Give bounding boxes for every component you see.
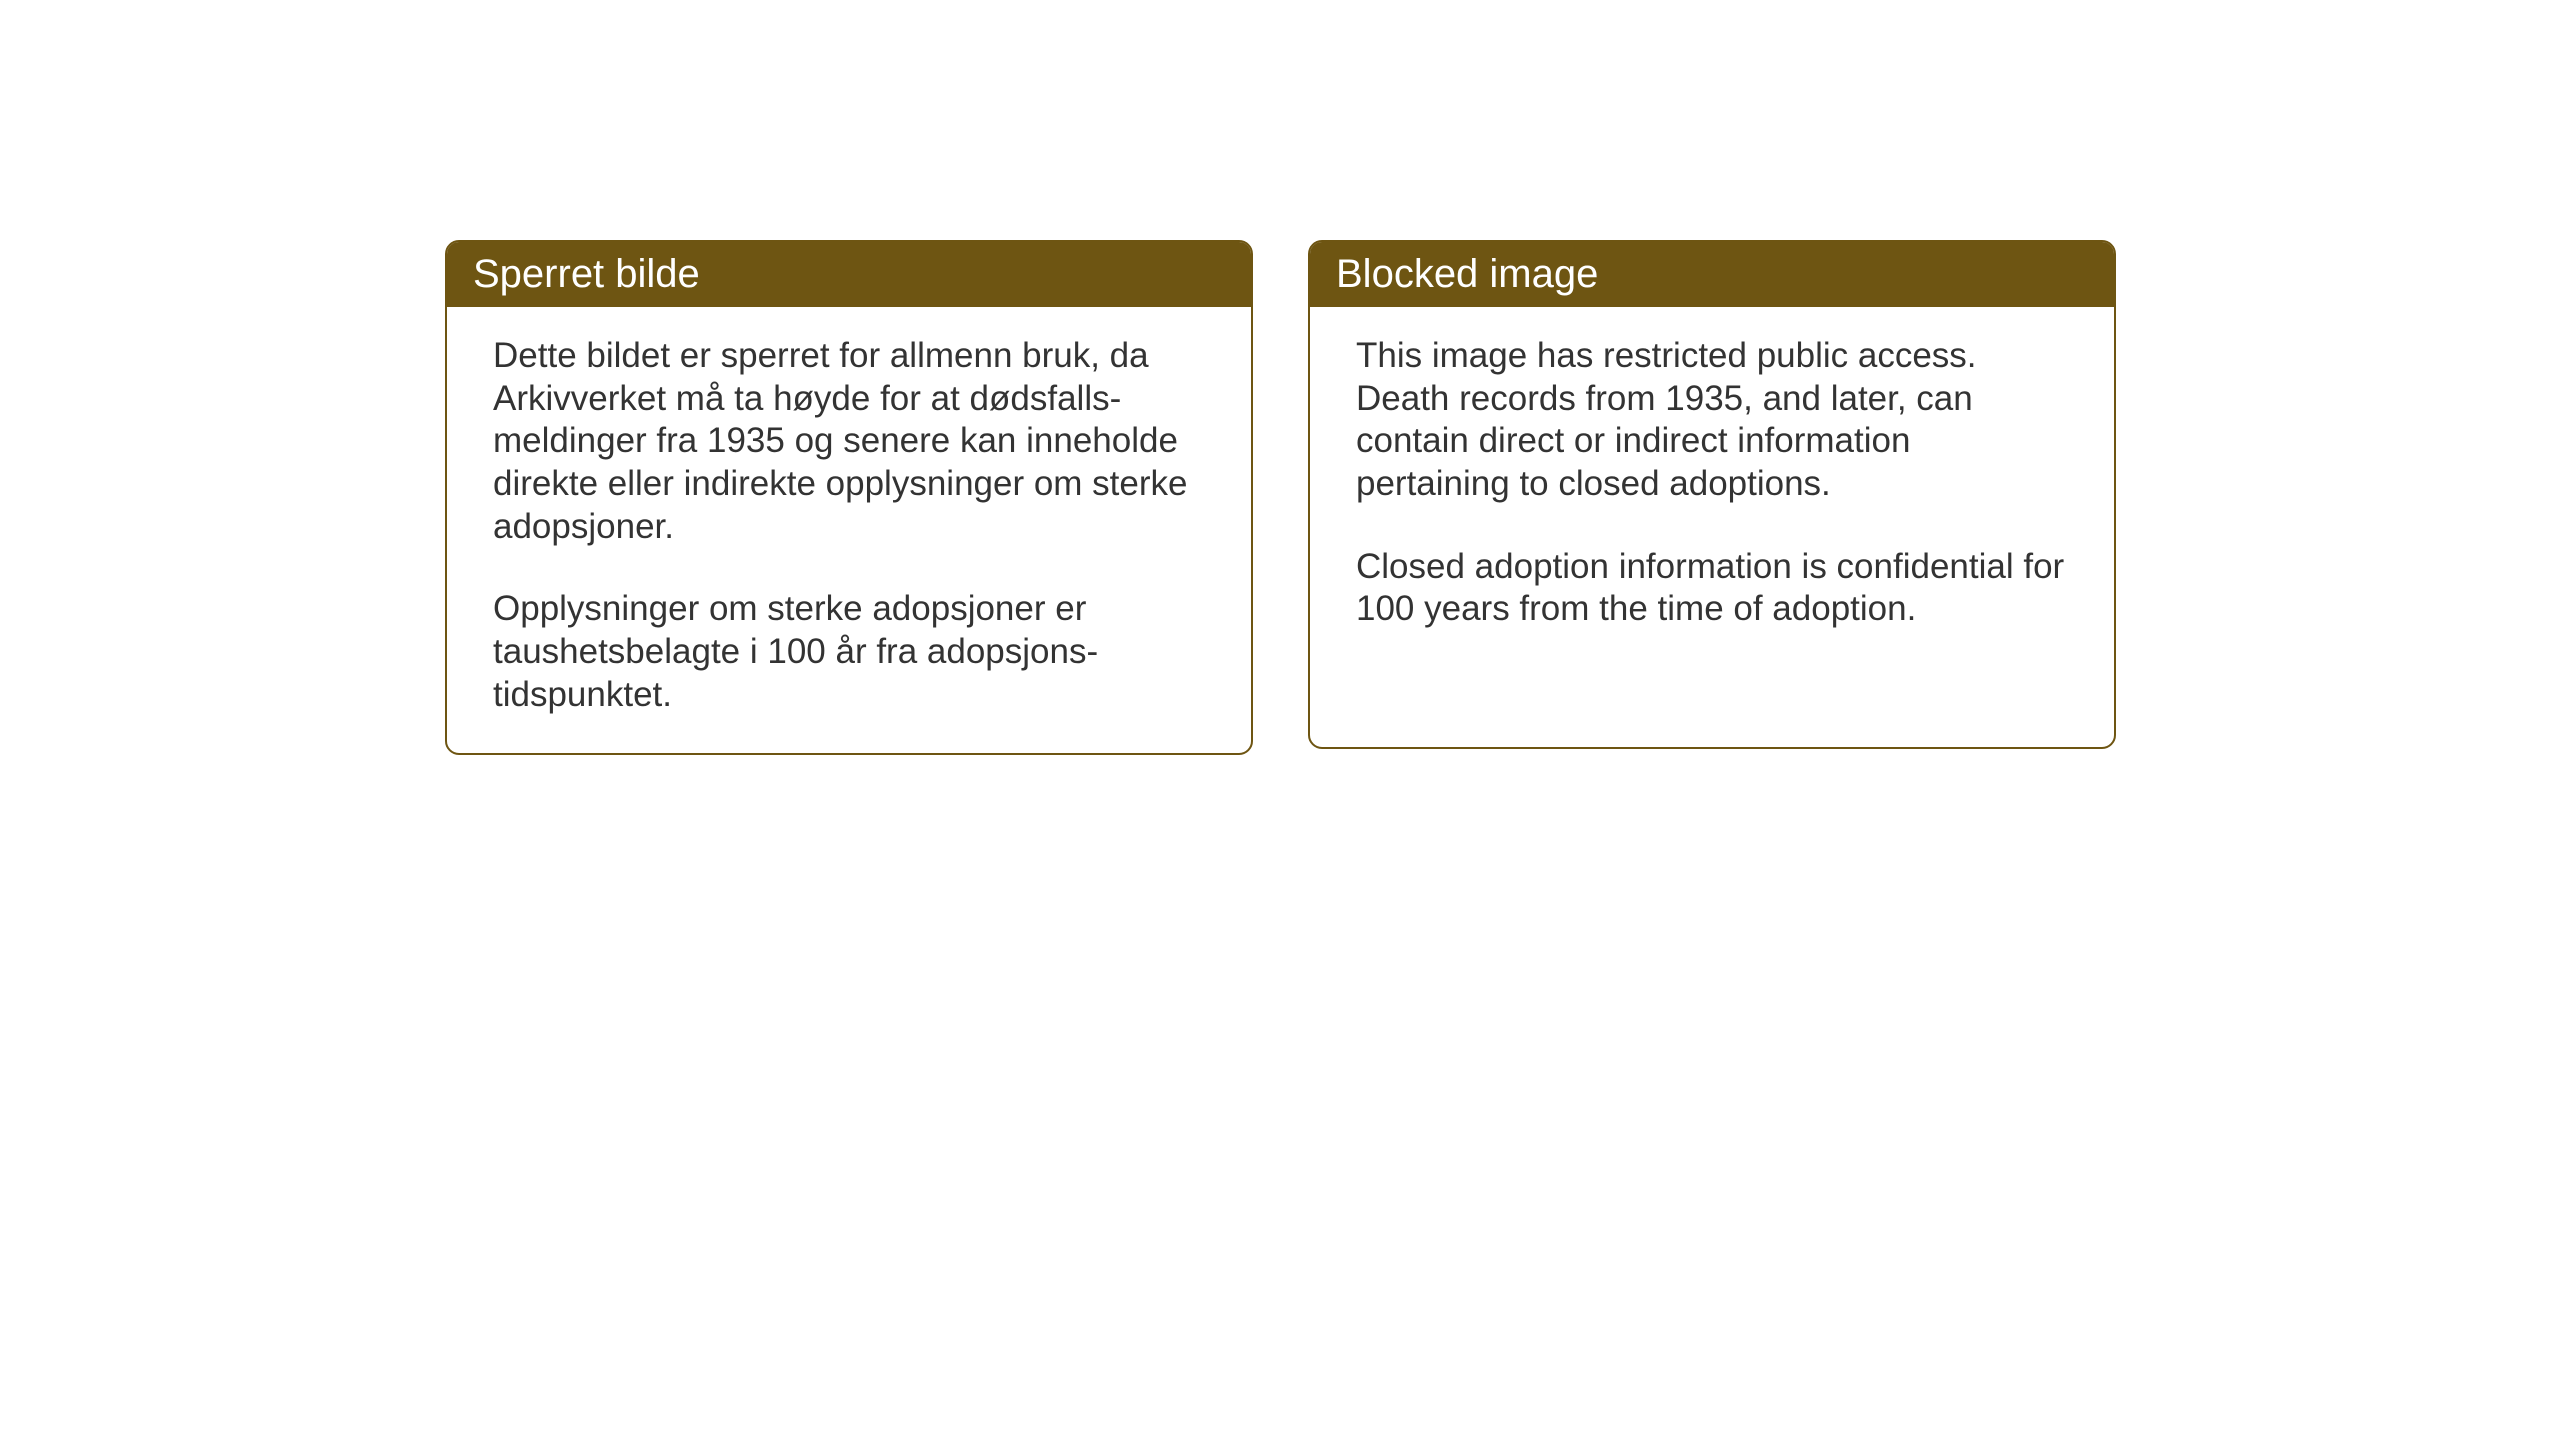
- english-card-title: Blocked image: [1310, 242, 2114, 307]
- english-card-body: This image has restricted public access.…: [1310, 307, 2114, 667]
- english-paragraph-2: Closed adoption information is confident…: [1356, 546, 2068, 631]
- norwegian-notice-card: Sperret bilde Dette bildet er sperret fo…: [445, 240, 1253, 755]
- notice-container: Sperret bilde Dette bildet er sperret fo…: [445, 240, 2116, 755]
- english-paragraph-1: This image has restricted public access.…: [1356, 335, 2068, 506]
- norwegian-paragraph-2: Opplysninger om sterke adopsjoner er tau…: [493, 588, 1205, 716]
- english-notice-card: Blocked image This image has restricted …: [1308, 240, 2116, 749]
- norwegian-card-title: Sperret bilde: [447, 242, 1251, 307]
- norwegian-paragraph-1: Dette bildet er sperret for allmenn bruk…: [493, 335, 1205, 548]
- norwegian-card-body: Dette bildet er sperret for allmenn bruk…: [447, 307, 1251, 753]
